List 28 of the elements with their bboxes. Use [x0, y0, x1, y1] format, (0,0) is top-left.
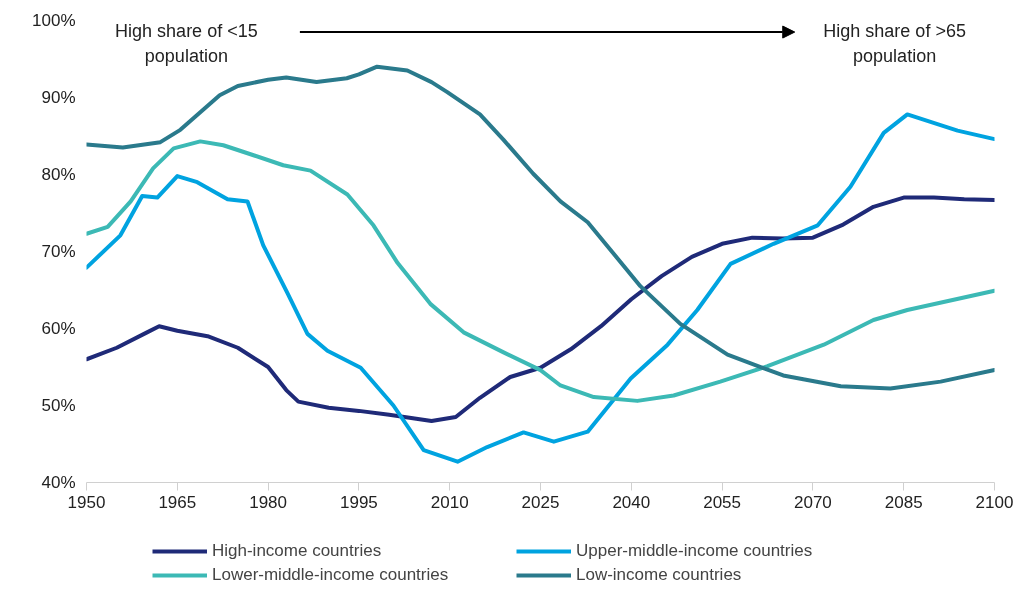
x-tick-label: 2010 [430, 492, 469, 512]
x-tick-label: 1995 [339, 492, 378, 512]
line-series [86, 64, 995, 391]
line-series [86, 195, 995, 423]
y-tick-label: 80% [41, 165, 76, 184]
legend-label: High-income countries [212, 541, 383, 561]
y-tick-label: 50% [41, 396, 76, 415]
annotation: High share of <15 population [115, 20, 258, 66]
y-tick-label: 90% [41, 88, 76, 107]
x-tick-label: 1965 [158, 492, 197, 512]
x-tick-label: 2025 [521, 492, 560, 512]
x-tick-label: 2055 [703, 492, 742, 512]
legend-label: Lower-middle-income countries [212, 565, 450, 585]
x-tick-label: 2040 [612, 492, 651, 512]
line-series [86, 139, 995, 403]
x-tick-label: 2070 [793, 492, 832, 512]
x-tick-label: 1980 [249, 492, 288, 512]
y-tick-label: 100% [32, 11, 76, 30]
y-tick-label: 40% [41, 473, 76, 492]
line-series [86, 112, 995, 464]
x-tick-label: 2100 [975, 492, 1014, 512]
y-tick-label: 70% [41, 242, 76, 261]
legend-label: Upper-middle-income countries [576, 541, 814, 561]
annotation: High share of >65 population [823, 20, 966, 66]
y-tick-label: 60% [41, 319, 76, 338]
x-tick-label: 2085 [884, 492, 923, 512]
legend-label: Low-income countries [576, 565, 743, 585]
x-tick-label: 1950 [67, 492, 106, 512]
